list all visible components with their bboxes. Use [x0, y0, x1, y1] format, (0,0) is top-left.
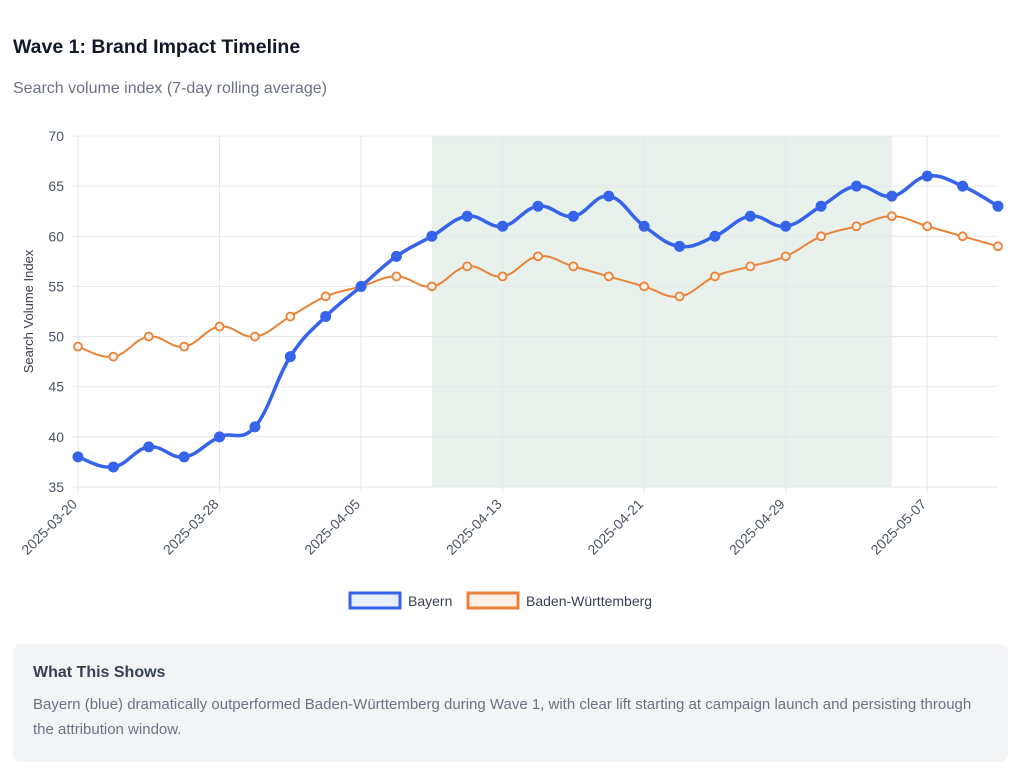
data-point-baden-wuerttemberg: [745, 261, 756, 272]
info-box: What This Shows Bayern (blue) dramatical…: [13, 644, 1008, 762]
data-point-bayern: [390, 250, 402, 262]
info-text: Bayern (blue) dramatically outperformed …: [33, 696, 972, 738]
data-point-bayern: [72, 451, 84, 463]
line-chart: 35 40 45 50 55 60 65 70 2025-03-20 2025-03-28 2025…: [18, 128, 1004, 610]
x-tick-label: 2025-03-28: [160, 496, 222, 558]
chart-title: Wave 1: Brand Impact Timeline: [13, 36, 301, 58]
data-point-bayern: [638, 220, 650, 232]
data-point-baden-wuerttemberg: [533, 251, 543, 262]
data-point-baden-wuerttemberg: [710, 271, 720, 282]
data-point-baden-wuerttemberg: [886, 211, 897, 222]
data-point-baden-wuerttemberg: [816, 231, 826, 242]
data-point-bayern: [992, 200, 1004, 212]
data-point-bayern: [532, 200, 544, 212]
data-point-baden-wuerttemberg: [426, 281, 437, 292]
data-point-bayern: [461, 210, 473, 222]
x-tick-label: 2025-04-29: [726, 496, 788, 558]
data-point-baden-wuerttemberg: [250, 331, 260, 342]
x-tick-label: 2025-03-20: [18, 496, 80, 558]
data-point-bayern: [249, 421, 261, 433]
data-point-baden-wuerttemberg: [108, 351, 119, 362]
x-tick-label: 2025-04-13: [443, 496, 505, 558]
data-point-baden-wuerttemberg: [285, 311, 296, 322]
data-point-baden-wuerttemberg: [214, 321, 225, 332]
y-axis-label: Search Volume Index: [21, 249, 36, 373]
y-tick-label: 65: [48, 178, 64, 194]
data-point-baden-wuerttemberg: [639, 281, 650, 292]
legend-swatch: [348, 591, 402, 610]
y-tick-label: 60: [48, 228, 64, 244]
y-tick-label: 70: [48, 128, 64, 144]
data-point-bayern: [214, 431, 226, 443]
data-point-bayern: [320, 311, 332, 323]
data-point-bayern: [178, 451, 190, 463]
data-point-baden-wuerttemberg: [462, 261, 473, 272]
legend-label: Bayern: [408, 593, 452, 609]
data-point-baden-wuerttemberg: [568, 261, 579, 272]
data-point-bayern: [674, 240, 686, 252]
data-point-baden-wuerttemberg: [780, 251, 791, 262]
legend-swatch: [466, 591, 520, 610]
data-point-bayern: [850, 180, 862, 192]
data-point-baden-wuerttemberg: [922, 221, 933, 232]
data-point-bayern: [426, 230, 438, 242]
data-point-bayern: [355, 280, 367, 292]
chart-subtitle: Search volume index (7-day rolling avera…: [13, 80, 327, 97]
data-point-baden-wuerttemberg: [993, 241, 1003, 252]
x-tick-label: 2025-04-05: [301, 496, 363, 558]
data-point-baden-wuerttemberg: [497, 271, 508, 282]
data-point-bayern: [815, 200, 827, 212]
data-point-bayern: [603, 190, 615, 202]
data-point-bayern: [107, 461, 119, 473]
data-point-baden-wuerttemberg: [179, 341, 190, 352]
legend-label: Baden-Württemberg: [526, 593, 652, 609]
data-point-bayern: [567, 210, 579, 222]
campaign-shaded-region: [431, 136, 892, 487]
data-point-baden-wuerttemberg: [851, 221, 862, 232]
y-tick-label: 55: [48, 278, 64, 294]
data-point-bayern: [921, 170, 933, 182]
info-heading: What This Shows: [33, 664, 166, 681]
data-point-bayern: [957, 180, 969, 192]
data-point-bayern: [497, 220, 509, 232]
data-point-baden-wuerttemberg: [73, 341, 83, 352]
y-tick-label: 40: [48, 429, 64, 445]
data-point-baden-wuerttemberg: [603, 271, 614, 282]
y-tick-label: 50: [48, 329, 64, 345]
data-point-baden-wuerttemberg: [674, 291, 685, 302]
y-tick-label: 45: [48, 379, 64, 395]
data-point-bayern: [886, 190, 898, 202]
data-point-bayern: [143, 441, 155, 453]
data-point-bayern: [284, 351, 296, 363]
y-tick-label: 35: [48, 479, 64, 495]
data-point-bayern: [709, 230, 721, 242]
data-point-baden-wuerttemberg: [391, 271, 402, 282]
data-point-bayern: [744, 210, 756, 222]
data-point-bayern: [780, 220, 792, 232]
data-point-baden-wuerttemberg: [957, 231, 968, 242]
data-point-baden-wuerttemberg: [320, 291, 331, 302]
x-tick-label: 2025-04-21: [584, 496, 646, 558]
x-tick-label: 2025-05-07: [867, 496, 929, 558]
data-point-baden-wuerttemberg: [143, 331, 154, 342]
